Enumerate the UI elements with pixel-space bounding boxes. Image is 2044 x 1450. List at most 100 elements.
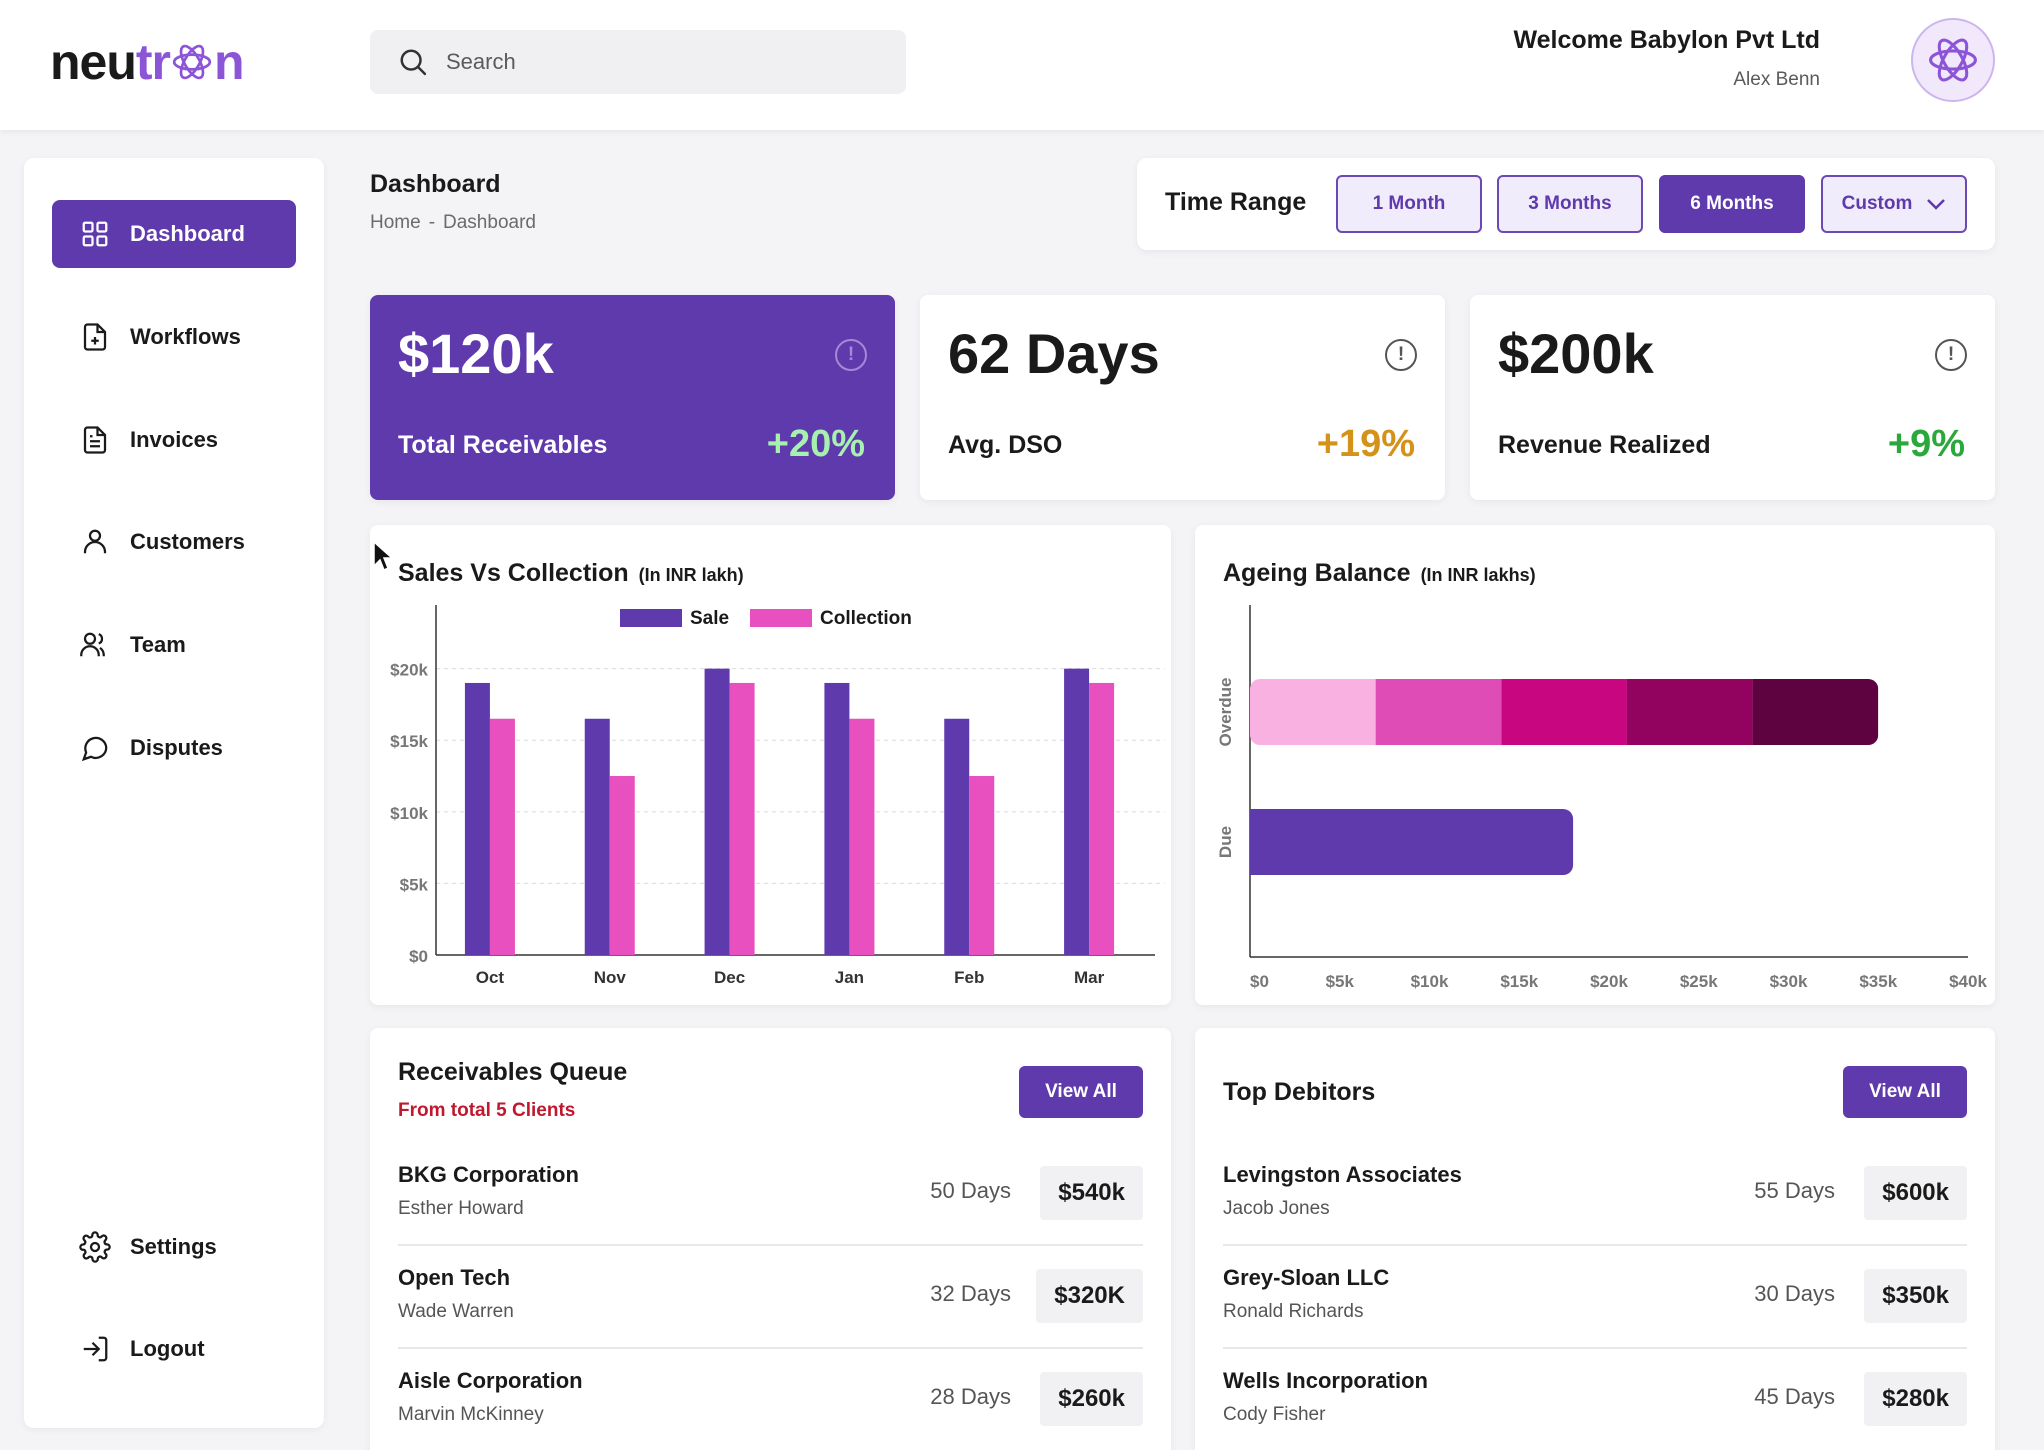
divider <box>1223 1347 1967 1349</box>
sidebar-item-dashboard[interactable]: Dashboard <box>52 200 296 268</box>
x-tick-label: $15k <box>1500 972 1538 991</box>
panel-title: Sales Vs Collection (In INR lakh) <box>398 559 744 588</box>
list-item[interactable]: Aisle Corporation Marvin McKinney 28 Day… <box>398 1348 1143 1450</box>
debtors-title: Top Debitors <box>1223 1078 1376 1106</box>
x-tick-label: Jan <box>835 968 864 987</box>
gear-icon <box>78 1230 112 1264</box>
x-tick-label: Mar <box>1074 968 1105 987</box>
debtor-days: 30 Days <box>1754 1281 1835 1306</box>
welcome-user: Alex Benn <box>1733 69 1820 90</box>
debtor-amount: $280k <box>1864 1372 1967 1426</box>
info-icon[interactable]: ! <box>1935 339 1967 371</box>
client-contact: Wade Warren <box>398 1301 514 1322</box>
y-tick-label: $10k <box>390 804 428 823</box>
kpi-change: +9% <box>1887 423 1965 465</box>
list-item[interactable]: Levingston Associates Jacob Jones 55 Day… <box>1223 1142 1967 1244</box>
sidebar-item-label: Logout <box>130 1336 205 1361</box>
sidebar-item-disputes[interactable]: Disputes <box>52 714 296 782</box>
chevron-down-icon <box>1927 199 1946 210</box>
y-category-label-overdue: Overdue <box>1216 678 1235 747</box>
list-item[interactable]: Wells Incorporation Cody Fisher 45 Days … <box>1223 1348 1967 1450</box>
kpi-change: +20% <box>766 423 865 465</box>
y-tick-label: $20k <box>390 661 428 680</box>
due-bar <box>1250 809 1574 875</box>
kpi-label: Revenue Realized <box>1498 431 1711 459</box>
kpi-value: 62 Days <box>948 322 1160 385</box>
sidebar-item-customers[interactable]: Customers <box>52 508 296 576</box>
kpi-card-total-receivables[interactable]: $120k ! Total Receivables +20% <box>370 295 895 500</box>
bar-collection-feb <box>969 776 995 955</box>
debtor-contact: Cody Fisher <box>1223 1404 1326 1425</box>
receivables-subtitle: From total 5 Clients <box>398 1100 576 1121</box>
kpi-value: $120k <box>398 322 554 385</box>
ageing-balance-panel: Ageing Balance (In INR lakhs) $0 $5k $10k $… <box>1195 525 1995 1005</box>
overdue-segment-5 <box>1752 679 1879 745</box>
kpi-label: Avg. DSO <box>948 431 1063 459</box>
users-icon <box>78 628 112 662</box>
sidebar-item-label: Workflows <box>130 324 241 349</box>
sales-chart-subtitle: (In INR lakh) <box>638 565 744 585</box>
y-tick-label: $15k <box>390 732 428 751</box>
time-range-6-months-button[interactable]: 6 Months <box>1659 175 1805 233</box>
sales-vs-collection-panel: Sales Vs Collection (In INR lakh) Sale Co… <box>370 525 1171 1005</box>
sidebar-item-team[interactable]: Team <box>52 611 296 679</box>
debtor-days: 45 Days <box>1754 1384 1835 1409</box>
list-item[interactable]: BKG Corporation Esther Howard 50 Days $5… <box>398 1142 1143 1244</box>
avatar[interactable] <box>1911 18 1995 102</box>
sidebar-item-workflows[interactable]: Workflows <box>52 303 296 371</box>
overdue-segment-1 <box>1250 679 1376 745</box>
bar-collection-oct <box>489 718 515 955</box>
sidebar-item-label: Settings <box>130 1234 217 1259</box>
x-tick-label: $5k <box>1326 972 1355 991</box>
divider <box>398 1347 1143 1349</box>
welcome-block: Welcome Babylon Pvt Ltd Alex Benn <box>1513 26 1820 91</box>
bar-sale-feb <box>944 718 970 955</box>
time-range-custom-dropdown[interactable]: Custom <box>1821 175 1967 233</box>
ageing-chart-subtitle: (In INR lakhs) <box>1420 565 1536 585</box>
debtor-contact: Ronald Richards <box>1223 1301 1364 1322</box>
debtor-contact: Jacob Jones <box>1223 1198 1330 1219</box>
logo-text-2: tr <box>135 34 171 90</box>
sales-chart-title: Sales Vs Collection <box>398 559 629 587</box>
x-tick-label: Dec <box>714 968 745 987</box>
sidebar-item-logout[interactable]: Logout <box>52 1315 296 1383</box>
time-range-3-months-button[interactable]: 3 Months <box>1497 175 1643 233</box>
kpi-card-revenue-realized[interactable]: $200k ! Revenue Realized +9% <box>1470 295 1995 500</box>
search-input[interactable]: Search <box>370 30 906 94</box>
atom-icon <box>172 44 212 80</box>
debtor-amount: $350k <box>1864 1269 1967 1323</box>
client-amount: $320K <box>1036 1269 1143 1323</box>
sidebar-item-settings[interactable]: Settings <box>52 1213 296 1281</box>
kpi-change: +19% <box>1316 423 1415 465</box>
x-tick-label: Feb <box>954 968 984 987</box>
client-name: Open Tech <box>398 1265 511 1290</box>
sidebar-item-invoices[interactable]: Invoices <box>52 406 296 474</box>
list-item[interactable]: Open Tech Wade Warren 32 Days $320K <box>398 1245 1143 1347</box>
bar-collection-jan <box>849 718 875 955</box>
info-icon[interactable]: ! <box>1385 339 1417 371</box>
debtor-name: Wells Incorporation <box>1223 1368 1428 1393</box>
overdue-segment-3 <box>1501 679 1627 745</box>
debtor-name: Levingston Associates <box>1223 1162 1462 1187</box>
logout-icon <box>78 1332 112 1366</box>
time-range-selector: Time Range 1 Month 3 Months 6 Months Cus… <box>1137 158 1995 250</box>
kpi-card-avg-dso[interactable]: 62 Days ! Avg. DSO +19% <box>920 295 1445 500</box>
custom-label: Custom <box>1841 193 1913 214</box>
client-days: 32 Days <box>930 1281 1011 1306</box>
view-all-button[interactable]: View All <box>1843 1066 1967 1118</box>
info-icon[interactable]: ! <box>835 339 867 371</box>
x-tick-label: Nov <box>594 968 627 987</box>
legend-label-collection: Collection <box>820 608 912 629</box>
x-tick-label: $20k <box>1590 972 1628 991</box>
chat-bubble-icon <box>78 731 112 765</box>
bar-sale-jan <box>824 682 850 955</box>
list-item[interactable]: Grey-Sloan LLC Ronald Richards 30 Days $… <box>1223 1245 1967 1347</box>
logo-text-3: n <box>214 34 245 90</box>
neutron-logo[interactable]: neu tr n <box>50 32 245 92</box>
user-icon <box>78 525 112 559</box>
time-range-1-month-button[interactable]: 1 Month <box>1336 175 1482 233</box>
breadcrumb-home[interactable]: Home <box>370 212 421 233</box>
view-all-button[interactable]: View All <box>1019 1066 1143 1118</box>
divider <box>398 1244 1143 1246</box>
legend-swatch-sale <box>620 609 682 627</box>
